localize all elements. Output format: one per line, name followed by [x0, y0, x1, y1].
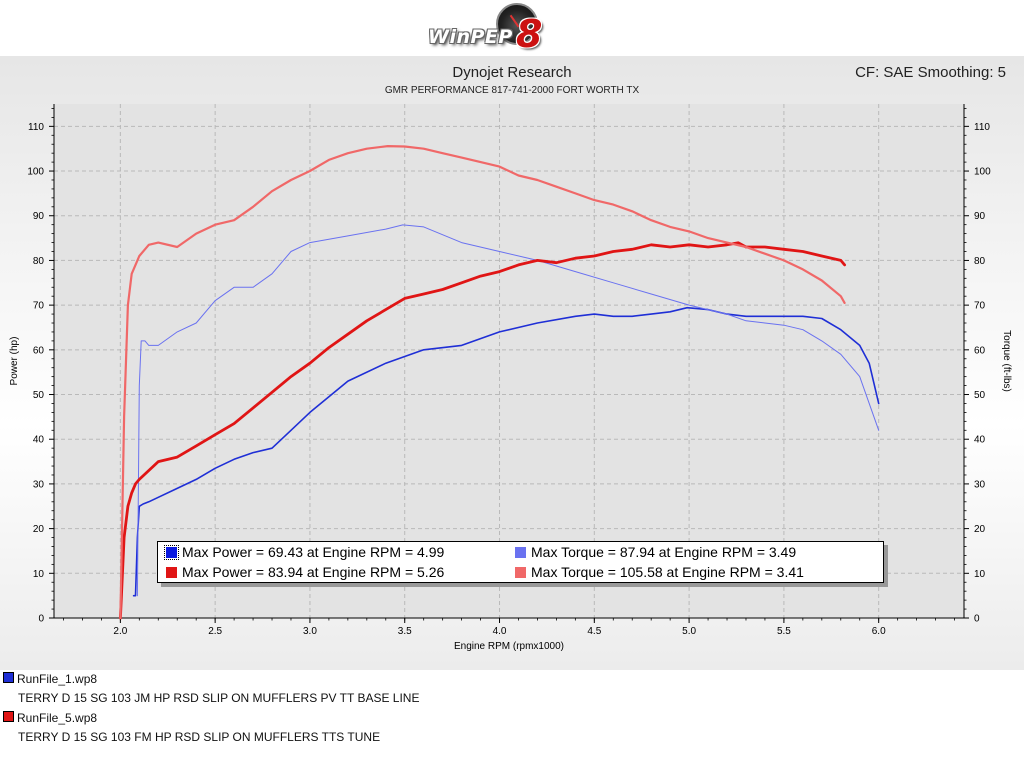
y2-tick-label: 90	[974, 211, 986, 222]
x-tick-label: 4.0	[493, 626, 507, 637]
y-tick-label: 110	[28, 122, 44, 133]
gauge-icon	[496, 3, 538, 45]
chart-subtitle: GMR PERFORMANCE 817-741-2000 FORT WORTH …	[384, 85, 640, 96]
y-tick-label: 0	[38, 614, 44, 625]
y2-tick-label: 0	[974, 614, 980, 625]
x-tick-label: 6.0	[872, 626, 886, 637]
y2-axis-label: Torque (ft-lbs)	[1001, 330, 1012, 392]
legend-text: Max Torque = 105.58 at Engine RPM = 3.41	[531, 564, 804, 580]
logo-area: WinPEP 8	[0, 0, 1024, 56]
logo-text: WinPEP	[428, 26, 513, 48]
y2-tick-label: 20	[974, 524, 986, 535]
legend-swatch	[515, 547, 526, 558]
y-tick-label: 100	[27, 167, 44, 178]
series-run5-torque	[119, 145, 846, 620]
y2-tick-label: 30	[974, 479, 986, 490]
y2-tick-label: 100	[974, 167, 991, 178]
logo-number: 8	[516, 12, 543, 56]
legend-swatch	[515, 567, 526, 578]
series-run1-torque	[136, 224, 880, 597]
run-file-name: RunFile_5.wp8	[17, 711, 98, 725]
legend-text: Max Torque = 87.94 at Engine RPM = 3.49	[531, 544, 797, 560]
y-tick-label: 90	[33, 211, 45, 222]
legend-swatch	[166, 567, 177, 578]
x-axis-label: Engine RPM (rpmx1000)	[454, 641, 564, 652]
y2-tick-label: 10	[974, 569, 986, 580]
run-file-description: TERRY D 15 SG 103 FM HP RSD SLIP ON MUFF…	[18, 730, 381, 744]
x-tick-label: 5.0	[682, 626, 696, 637]
run-file-5[interactable]: RunFile_5.wp8	[3, 711, 97, 725]
x-tick-label: 4.5	[587, 626, 601, 637]
legend-swatch	[164, 545, 179, 560]
y2-tick-label: 110	[974, 122, 990, 133]
x-tick-label: 3.5	[398, 626, 412, 637]
legend-item-run1-power: Max Power = 69.43 at Engine RPM = 4.99	[158, 542, 444, 562]
legend-text: Max Power = 83.94 at Engine RPM = 5.26	[182, 564, 445, 580]
y-tick-label: 30	[33, 479, 45, 490]
y-tick-label: 40	[33, 435, 45, 446]
y-tick-label: 60	[33, 345, 45, 356]
run-color-swatch	[3, 711, 14, 722]
run-file-1[interactable]: RunFile_1.wp8	[3, 672, 97, 686]
run-file-description: TERRY D 15 SG 103 JM HP RSD SLIP ON MUFF…	[18, 691, 420, 705]
series-run1-power	[132, 306, 880, 597]
x-tick-label: 3.0	[303, 626, 317, 637]
legend-item-run5-torque: Max Torque = 105.58 at Engine RPM = 3.41	[507, 562, 804, 582]
y2-tick-label: 70	[974, 301, 986, 312]
y2-tick-label: 80	[974, 256, 986, 267]
y-tick-label: 20	[33, 524, 45, 535]
legend: Max Power = 69.43 at Engine RPM = 4.99 M…	[157, 541, 884, 583]
y-tick-label: 50	[33, 390, 45, 401]
y-tick-label: 70	[33, 301, 45, 312]
plot-area	[54, 104, 964, 618]
y2-tick-label: 50	[974, 390, 986, 401]
y-tick-label: 10	[33, 569, 45, 580]
dyno-chart[interactable]: 2.0 2.5 3.0 3.5 4.0 4.5 5.0 5.5 6.0 0 0 10 10 20 20 30 3…	[0, 0, 1024, 670]
run-file-name: RunFile_1.wp8	[17, 672, 98, 686]
run-color-swatch	[3, 672, 14, 683]
chart-title: Dynojet Research	[452, 64, 572, 81]
x-tick-label: 5.5	[777, 626, 791, 637]
legend-text: Max Power = 69.43 at Engine RPM = 4.99	[182, 544, 445, 560]
y-axis-label: Power (hp)	[9, 337, 20, 386]
y2-tick-label: 60	[974, 345, 986, 356]
legend-item-run1-torque: Max Torque = 87.94 at Engine RPM = 3.49	[507, 542, 796, 562]
x-tick-label: 2.5	[208, 626, 222, 637]
correction-factor-label: CF: SAE Smoothing: 5	[855, 64, 1006, 81]
x-tick-label: 2.0	[113, 626, 127, 637]
y-tick-label: 80	[33, 256, 45, 267]
y2-tick-label: 40	[974, 435, 986, 446]
legend-item-run5-power: Max Power = 83.94 at Engine RPM = 5.26	[158, 562, 444, 582]
